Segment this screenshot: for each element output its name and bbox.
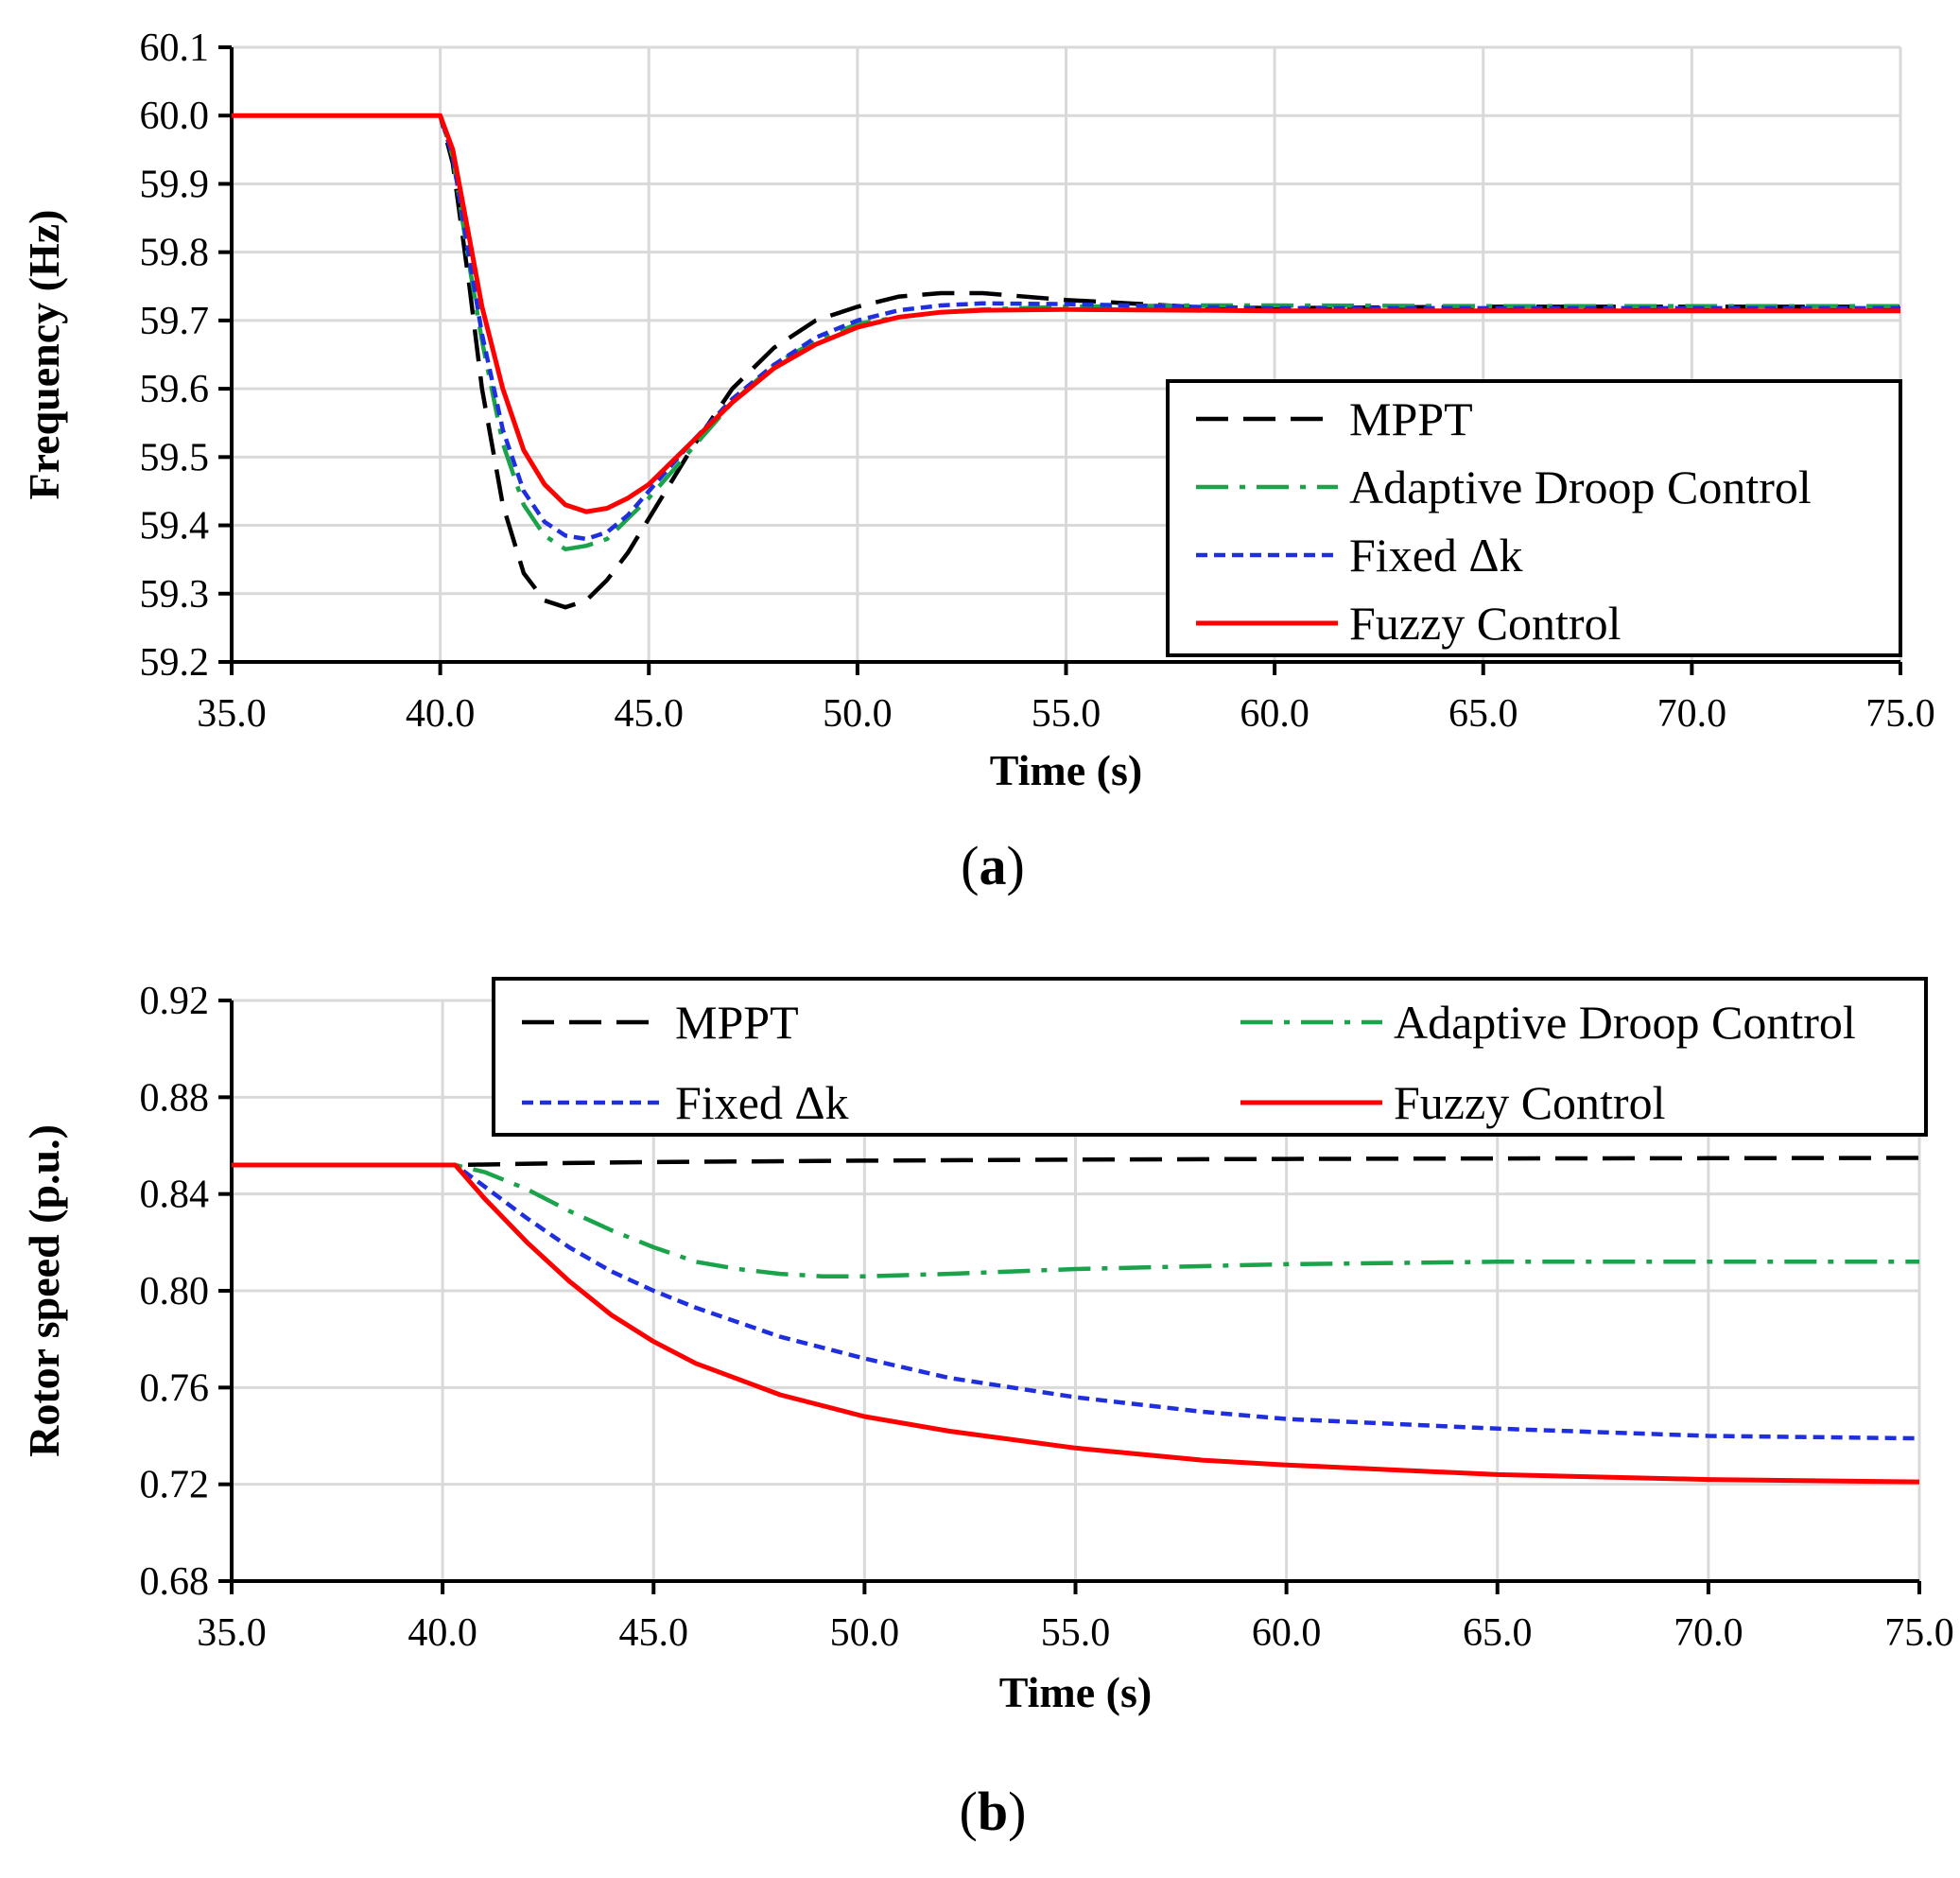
- legend-label-fuzzy: Fuzzy Control: [1349, 597, 1621, 650]
- y-tick-label: 59.3: [140, 573, 210, 617]
- x-tick-label: 40.0: [408, 1611, 477, 1655]
- x-tick-label: 35.0: [197, 1611, 267, 1655]
- y-tick-label: 0.88: [140, 1076, 210, 1120]
- y-axis-title: Frequency (Hz): [20, 209, 68, 499]
- x-tick-label: 70.0: [1674, 1611, 1743, 1655]
- x-tick-label: 50.0: [830, 1611, 900, 1655]
- x-tick-label: 45.0: [619, 1611, 689, 1655]
- legend-box: [1166, 379, 1902, 657]
- legend-label-fixed: Fixed Δk: [1349, 529, 1523, 582]
- y-tick-label: 59.9: [140, 163, 210, 206]
- legend-label-fuzzy: Fuzzy Control: [1394, 1076, 1665, 1129]
- x-tick-label: 75.0: [1884, 1611, 1954, 1655]
- series-line-mppt: [232, 1156, 1920, 1168]
- panel-label-b: (b): [960, 1781, 1027, 1842]
- y-tick-label: 0.84: [140, 1174, 210, 1217]
- legend: MPPT Adaptive Droop Control Fixed Δk Fuzzy …: [1166, 379, 1902, 657]
- y-axis-title: Rotor speed (p.u.): [20, 1124, 68, 1457]
- legend-label-mppt: MPPT: [675, 996, 799, 1049]
- series-line-adaptive: [232, 113, 1900, 552]
- x-tick-label: 70.0: [1657, 692, 1727, 736]
- legend-label-mppt: MPPT: [1349, 392, 1473, 445]
- legend-label-adaptive: Adaptive Droop Control: [1349, 461, 1812, 513]
- series-line-fuzzy: [232, 113, 1900, 514]
- x-tick-label: 40.0: [406, 692, 476, 736]
- y-tick-label: 0.72: [140, 1464, 210, 1507]
- x-tick-label: 35.0: [197, 692, 267, 736]
- legend: MPPT Adaptive Droop Control Fixed Δk Fuzzy …: [492, 977, 1928, 1137]
- x-tick-label: 60.0: [1240, 692, 1310, 736]
- y-tick-label: 59.5: [140, 436, 210, 479]
- x-tick-label: 65.0: [1463, 1611, 1533, 1655]
- x-tick-label: 60.0: [1252, 1611, 1322, 1655]
- series-line-fixed: [232, 1162, 1920, 1441]
- x-tick-label: 45.0: [615, 692, 685, 736]
- series-line-adaptive: [232, 1162, 1919, 1278]
- y-tick-label: 60.1: [140, 26, 210, 70]
- chart-rotor-speed: 35.0 40.0 45.0 50.0 55.0 60.0 65.0 70.0 75.0 0.68…: [20, 977, 1954, 1716]
- y-tick-label: 59.2: [140, 641, 210, 685]
- legend-label-fixed: Fixed Δk: [675, 1076, 849, 1129]
- x-tick-label: 75.0: [1865, 692, 1935, 736]
- y-tick-label: 60.0: [140, 95, 210, 138]
- y-tick-label: 0.68: [140, 1560, 210, 1604]
- y-tick-label: 0.76: [140, 1366, 210, 1410]
- y-tick-label: 59.6: [140, 368, 210, 411]
- x-tick-label: 65.0: [1448, 692, 1518, 736]
- x-axis-title: Time (s): [999, 1668, 1152, 1716]
- legend-box: [492, 977, 1928, 1137]
- series-line-mppt: [232, 113, 1900, 610]
- series-line-fuzzy: [232, 1162, 1920, 1485]
- y-tick-label: 59.8: [140, 232, 210, 275]
- legend-label-adaptive: Adaptive Droop Control: [1394, 996, 1856, 1049]
- panel-label-a: (a): [961, 835, 1025, 896]
- x-tick-label: 55.0: [1032, 692, 1101, 736]
- x-axis-title: Time (s): [990, 746, 1142, 794]
- y-tick-label: 59.7: [140, 300, 210, 343]
- x-tick-label: 55.0: [1041, 1611, 1111, 1655]
- y-tick-label: 0.92: [140, 980, 210, 1023]
- x-tick-label: 50.0: [823, 692, 893, 736]
- y-tick-label: 59.4: [140, 505, 210, 548]
- y-tick-label: 0.80: [140, 1270, 210, 1313]
- chart-frequency: 35.0 40.0 45.0 50.0 55.0 60.0 65.0 70.0 75.0 59.2…: [20, 26, 1935, 794]
